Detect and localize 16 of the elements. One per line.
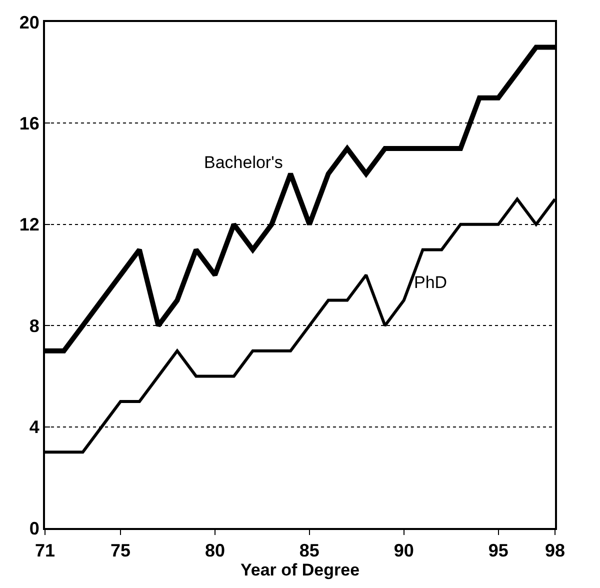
x-axis-title: Year of Degree: [240, 560, 360, 580]
series-label: Bachelor's: [204, 153, 283, 172]
series-label: PhD: [414, 273, 448, 292]
x-tick-label: 75: [110, 540, 131, 561]
y-tick-label: 16: [19, 114, 40, 134]
y-tick-label: 8: [29, 316, 40, 336]
x-tick-label: 85: [299, 540, 320, 561]
x-tick-label: 80: [204, 540, 226, 561]
y-tick-label: 12: [19, 214, 40, 235]
x-tick-label: 95: [488, 540, 508, 561]
y-tick-label: 4: [29, 417, 40, 438]
y-tick-label: 0: [29, 518, 40, 538]
x-tick-label: 98: [544, 540, 566, 561]
y-tick-label: 20: [19, 12, 40, 32]
x-tick-label: 90: [394, 540, 414, 561]
x-tick-label: 71: [34, 540, 56, 561]
